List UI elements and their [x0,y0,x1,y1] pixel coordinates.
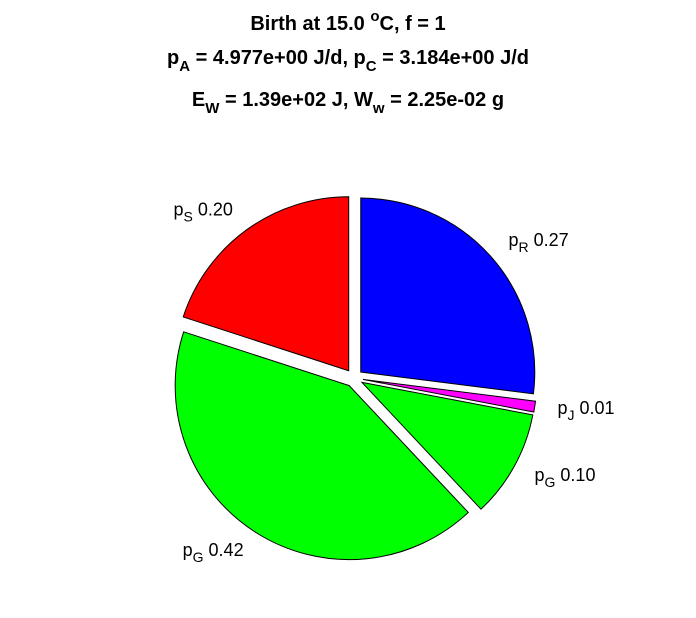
pie-slice-1 [360,197,536,395]
slice-label-4: pG 0.42 [183,540,244,565]
pie-slice-3 [360,381,534,510]
slice-label-5: pS 0.20 [173,199,232,224]
pie-slice-5 [182,196,350,372]
pie-slice-4 [174,331,469,561]
chart-title-line-2: pA = 4.977e+00 J/d, pC = 3.184e+00 J/d [167,47,529,75]
chart-title-line-3: EW = 1.39e+02 J, Ww = 2.25e-02 g [192,89,504,117]
slice-label-2: pJ 0.01 [558,398,615,423]
slice-labels: pR 0.27 pJ 0.01 pG 0.10 pG 0.42 pS 0.20 [173,199,614,565]
pie-slices [174,196,537,561]
pie-slice-2 [362,378,537,413]
slice-label-3: pG 0.10 [535,465,596,490]
chart-title-line-1: Birth at 15.0 oC, f = 1 [250,8,445,35]
chart-title: Birth at 15.0 oC, f = 1 pA = 4.977e+00 J/… [167,8,529,117]
slice-label-1: pR 0.27 [509,230,569,255]
